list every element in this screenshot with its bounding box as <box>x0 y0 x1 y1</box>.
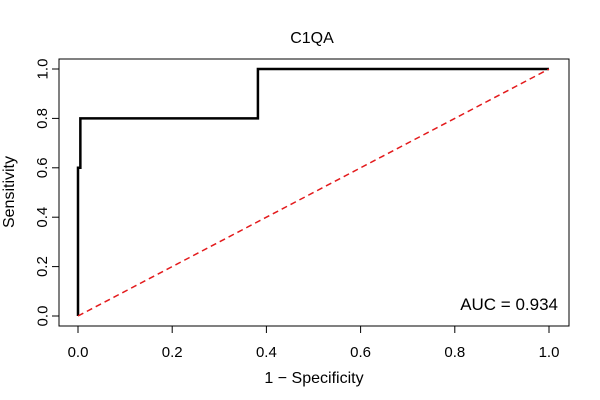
y-tick-label: 0.0 <box>34 306 51 327</box>
y-tick-label: 1.0 <box>34 59 51 80</box>
x-tick-label: 0.8 <box>444 344 465 361</box>
x-tick-label: 1.0 <box>539 344 560 361</box>
y-tick-label: 0.6 <box>34 157 51 178</box>
x-axis-label: 1 − Specificity <box>264 370 363 387</box>
series-layer <box>76 67 550 317</box>
y-tick-label: 0.8 <box>34 108 51 129</box>
x-axis: 0.0 0.2 0.4 0.6 0.8 1.0 <box>68 325 560 361</box>
x-tick-label: 0.0 <box>68 344 89 361</box>
y-axis-label: Sensitivity <box>1 156 18 228</box>
y-tick-label: 0.2 <box>34 256 51 277</box>
x-tick-label: 0.6 <box>350 344 371 361</box>
x-tick-label: 0.4 <box>256 344 277 361</box>
auc-annotation: AUC = 0.934 <box>460 295 558 314</box>
x-tick-label: 0.2 <box>162 344 183 361</box>
reference-diagonal-line <box>77 68 550 317</box>
y-axis: 0.0 0.2 0.4 0.6 0.8 1.0 <box>34 59 60 327</box>
y-tick-label: 0.4 <box>34 207 51 228</box>
roc-curve <box>76 67 549 316</box>
chart-title: C1QA <box>290 30 334 47</box>
